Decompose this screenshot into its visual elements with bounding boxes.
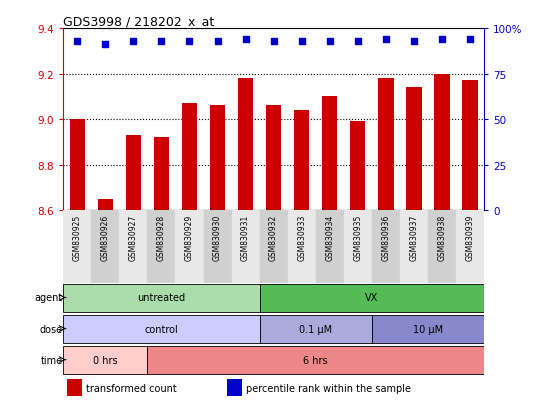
Point: [101, 42, 110, 49]
Bar: [350, 122, 366, 211]
Bar: [260, 285, 484, 312]
Point: [326, 38, 334, 45]
Bar: [406, 88, 422, 211]
Bar: [238, 79, 254, 211]
Text: untreated: untreated: [138, 293, 185, 303]
Text: GSM830930: GSM830930: [213, 214, 222, 261]
Text: GSM830929: GSM830929: [185, 214, 194, 260]
Bar: [210, 106, 226, 211]
Point: [157, 38, 166, 45]
Point: [185, 38, 194, 45]
Text: transformed count: transformed count: [86, 383, 177, 393]
Point: [241, 36, 250, 43]
Bar: [232, 211, 260, 283]
Bar: [227, 379, 242, 396]
Bar: [434, 74, 450, 211]
Text: GSM830934: GSM830934: [325, 214, 334, 261]
Text: GSM830925: GSM830925: [73, 214, 82, 260]
Bar: [456, 211, 484, 283]
Bar: [428, 211, 456, 283]
Text: agent: agent: [35, 293, 63, 303]
Text: GSM830938: GSM830938: [437, 214, 447, 260]
Bar: [175, 211, 204, 283]
Bar: [400, 211, 428, 283]
Point: [465, 36, 474, 43]
Bar: [260, 211, 288, 283]
Text: 0 hrs: 0 hrs: [93, 355, 118, 365]
Text: VX: VX: [365, 293, 378, 303]
Text: dose: dose: [40, 324, 63, 334]
Point: [297, 38, 306, 45]
Text: GSM830931: GSM830931: [241, 214, 250, 260]
Text: 10 μM: 10 μM: [413, 324, 443, 334]
Text: GDS3998 / 218202_x_at: GDS3998 / 218202_x_at: [63, 15, 214, 28]
Bar: [153, 138, 169, 211]
Point: [129, 38, 138, 45]
Text: GSM830939: GSM830939: [465, 214, 475, 261]
Bar: [119, 211, 147, 283]
Text: control: control: [145, 324, 178, 334]
Bar: [288, 211, 316, 283]
Text: GSM830928: GSM830928: [157, 214, 166, 260]
Bar: [63, 285, 260, 312]
Bar: [344, 211, 372, 283]
Bar: [316, 211, 344, 283]
Bar: [260, 316, 372, 343]
Bar: [91, 211, 119, 283]
Text: GSM830927: GSM830927: [129, 214, 138, 260]
Text: GSM830936: GSM830936: [381, 214, 390, 261]
Bar: [462, 81, 478, 211]
Bar: [204, 211, 232, 283]
Bar: [69, 120, 85, 211]
Bar: [63, 316, 260, 343]
Bar: [182, 104, 197, 211]
Bar: [147, 347, 484, 374]
Bar: [97, 199, 113, 211]
Bar: [63, 347, 147, 374]
Text: GSM830935: GSM830935: [353, 214, 362, 261]
Text: 6 hrs: 6 hrs: [304, 355, 328, 365]
Bar: [378, 79, 394, 211]
Text: percentile rank within the sample: percentile rank within the sample: [246, 383, 411, 393]
Text: GSM830932: GSM830932: [269, 214, 278, 260]
Bar: [63, 211, 91, 283]
Bar: [322, 97, 338, 211]
Point: [409, 38, 418, 45]
Bar: [266, 106, 282, 211]
Point: [438, 36, 447, 43]
Text: time: time: [41, 355, 63, 365]
Bar: [147, 211, 175, 283]
Text: GSM830933: GSM830933: [297, 214, 306, 261]
Point: [382, 36, 390, 43]
Text: GSM830937: GSM830937: [409, 214, 419, 261]
Bar: [68, 379, 82, 396]
Text: GSM830926: GSM830926: [101, 214, 110, 260]
Bar: [294, 111, 310, 211]
Bar: [125, 135, 141, 211]
Point: [73, 38, 82, 45]
Point: [213, 38, 222, 45]
Bar: [372, 316, 484, 343]
Point: [270, 38, 278, 45]
Point: [353, 38, 362, 45]
Bar: [372, 211, 400, 283]
Text: 0.1 μM: 0.1 μM: [299, 324, 332, 334]
